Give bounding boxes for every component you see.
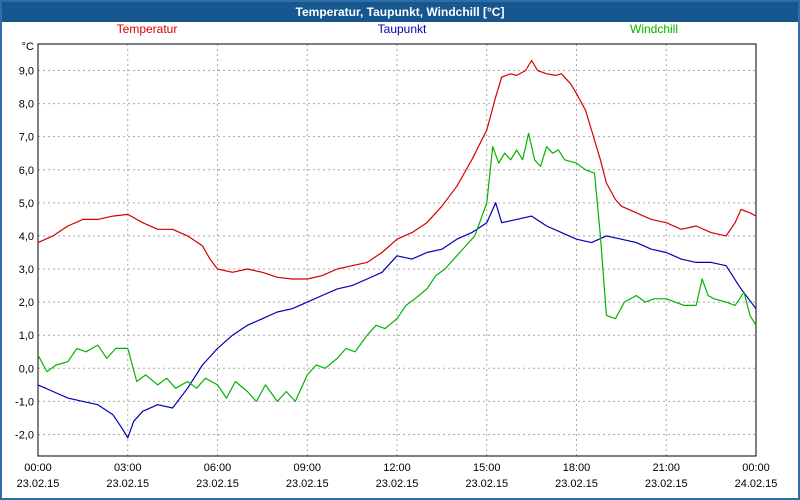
x-tick-date: 23.02.15 — [465, 478, 508, 490]
x-tick-time: 12:00 — [383, 462, 411, 474]
y-tick-label: 9,0 — [19, 65, 34, 77]
x-tick-time: 18:00 — [563, 462, 591, 474]
x-tick-time: 03:00 — [114, 462, 142, 474]
x-tick-time: 09:00 — [293, 462, 321, 474]
y-tick-label: 4,0 — [19, 231, 34, 243]
legend-temperatur: Temperatur — [116, 22, 178, 36]
x-tick-time: 00:00 — [24, 462, 52, 474]
plot-border — [37, 43, 757, 457]
y-tick-label: 5,0 — [19, 198, 34, 210]
y-tick-label: 6,0 — [19, 165, 34, 177]
series-taupunkt — [37, 202, 757, 439]
y-tick-label: -2,0 — [15, 429, 34, 441]
y-tick-label: 3,0 — [19, 264, 34, 276]
chart-plot: °C 9,0 8,0 7,0 6,0 5,0 4,0 3,0 2,0 1,0 0,0 -1,0 -2,0… — [15, 41, 778, 490]
x-tick-time: 06:00 — [204, 462, 232, 474]
series-temperatur — [37, 59, 757, 280]
y-tick-label: 8,0 — [19, 99, 34, 111]
legend-taupunkt: Taupunkt — [377, 22, 427, 36]
x-tick-date: 23.02.15 — [376, 478, 419, 490]
chart-title: Temperatur, Taupunkt, Windchill [°C] — [295, 5, 505, 19]
chart-title-bar: Temperatur, Taupunkt, Windchill [°C] — [2, 2, 798, 22]
x-tick-date: 23.02.15 — [106, 478, 149, 490]
y-tick-label: 1,0 — [19, 330, 34, 342]
legend-windchill: Windchill — [629, 22, 679, 36]
x-tick-time: 00:00 — [742, 462, 770, 474]
y-tick-label: 7,0 — [19, 132, 34, 144]
x-tick-date: 23.02.15 — [286, 478, 329, 490]
x-tick-date: 23.02.15 — [645, 478, 688, 490]
x-tick-date: 23.02.15 — [555, 478, 598, 490]
y-tick-label: -1,0 — [15, 396, 34, 408]
x-tick-time: 15:00 — [473, 462, 501, 474]
x-tick-date: 23.02.15 — [17, 478, 60, 490]
x-tick-date: 24.02.15 — [735, 478, 778, 490]
y-axis-unit: °C — [22, 41, 34, 53]
series-windchill — [37, 132, 757, 402]
x-tick-date: 23.02.15 — [196, 478, 239, 490]
chart-legend: Temperatur Taupunkt Windchill — [2, 22, 798, 38]
y-tick-label: 2,0 — [19, 297, 34, 309]
y-tick-label: 0,0 — [19, 363, 34, 375]
x-tick-time: 21:00 — [652, 462, 680, 474]
